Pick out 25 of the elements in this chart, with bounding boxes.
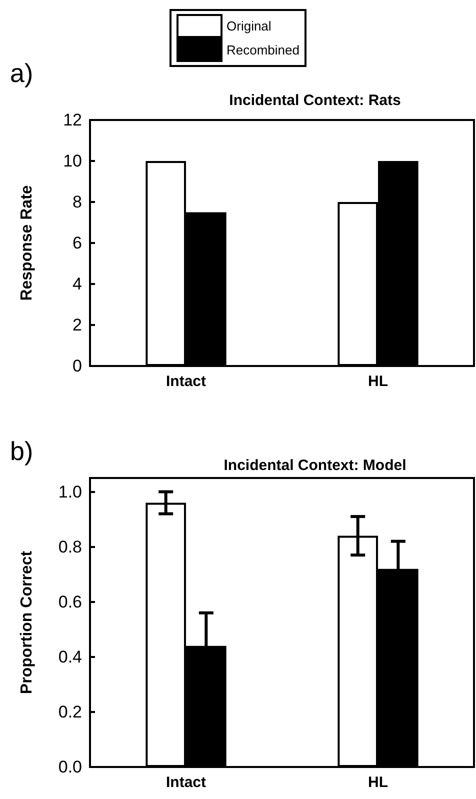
y-tick-label: 12: [63, 110, 82, 130]
x-tick-label: HL: [368, 774, 388, 791]
y-tick-label: 0.6: [58, 592, 82, 612]
y-tick-label: 0.2: [58, 702, 82, 722]
text: b): [10, 436, 34, 466]
chart-title: Incidental Context: Rats: [229, 92, 401, 109]
y-tick-label: 1.0: [58, 482, 82, 502]
y-tick-label: 0: [72, 356, 82, 376]
chart-title: Incidental Context: Model: [224, 457, 406, 474]
legend-label: Recombined: [226, 42, 300, 58]
y-tick-label: 10: [63, 152, 82, 170]
x-tick-label: HL: [368, 373, 388, 390]
y-axis-title: Response Rate: [18, 185, 36, 301]
y-tick-label: 8: [72, 192, 82, 212]
x-tick-label: Intact: [166, 373, 206, 390]
y-tick-label: 0.0: [58, 758, 82, 776]
y-tick-label: 2: [72, 316, 82, 334]
y-tick-label: 4: [72, 274, 82, 294]
y-axis-title: Proportion Correct: [18, 550, 36, 694]
text: a): [10, 58, 34, 88]
legend-label: Original: [226, 18, 272, 34]
y-tick-label: 0.4: [58, 647, 82, 666]
y-tick-label: 0.8: [58, 537, 82, 556]
y-tick-label: 6: [72, 234, 82, 252]
x-tick-label: Intact: [166, 774, 206, 791]
